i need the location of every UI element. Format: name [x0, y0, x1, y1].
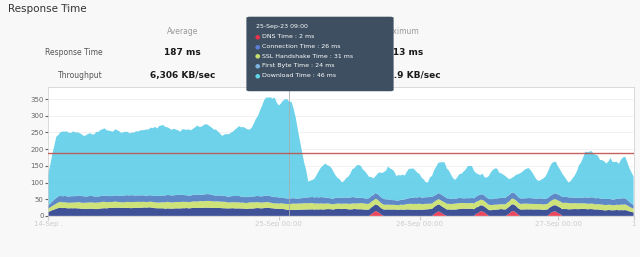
- Text: 8 ms: 8 ms: [279, 48, 303, 57]
- Text: First Byte Time : 24 ms: First Byte Time : 24 ms: [262, 63, 335, 68]
- Text: ●: ●: [255, 63, 260, 68]
- Text: Response Time: Response Time: [45, 48, 102, 57]
- Text: 168.78 KB/sec: 168.78 KB/sec: [255, 71, 327, 80]
- Text: 38,248.9 KB/sec: 38,248.9 KB/sec: [359, 71, 441, 80]
- Text: Connection Time : 26 ms: Connection Time : 26 ms: [262, 44, 341, 49]
- Text: ✎: ✎: [63, 4, 70, 13]
- Text: Download Time : 46 ms: Download Time : 46 ms: [262, 73, 337, 78]
- Text: ●: ●: [255, 34, 260, 39]
- Text: Maximum: Maximum: [381, 27, 419, 36]
- Text: 25-Sep-23 09:00: 25-Sep-23 09:00: [256, 24, 308, 29]
- Text: DNS Time : 2 ms: DNS Time : 2 ms: [262, 34, 315, 39]
- Text: Minimum: Minimum: [273, 27, 309, 36]
- Text: ●: ●: [255, 73, 260, 78]
- Text: Average: Average: [166, 27, 198, 36]
- Text: Response Time: Response Time: [8, 4, 86, 14]
- Text: ●: ●: [255, 44, 260, 49]
- Text: ●: ●: [255, 54, 260, 59]
- Text: Throughput: Throughput: [58, 71, 102, 80]
- Text: 1,813 ms: 1,813 ms: [377, 48, 423, 57]
- Text: 6,306 KB/sec: 6,306 KB/sec: [150, 71, 215, 80]
- Text: SSL Handshake Time : 31 ms: SSL Handshake Time : 31 ms: [262, 54, 353, 59]
- Text: 187 ms: 187 ms: [164, 48, 201, 57]
